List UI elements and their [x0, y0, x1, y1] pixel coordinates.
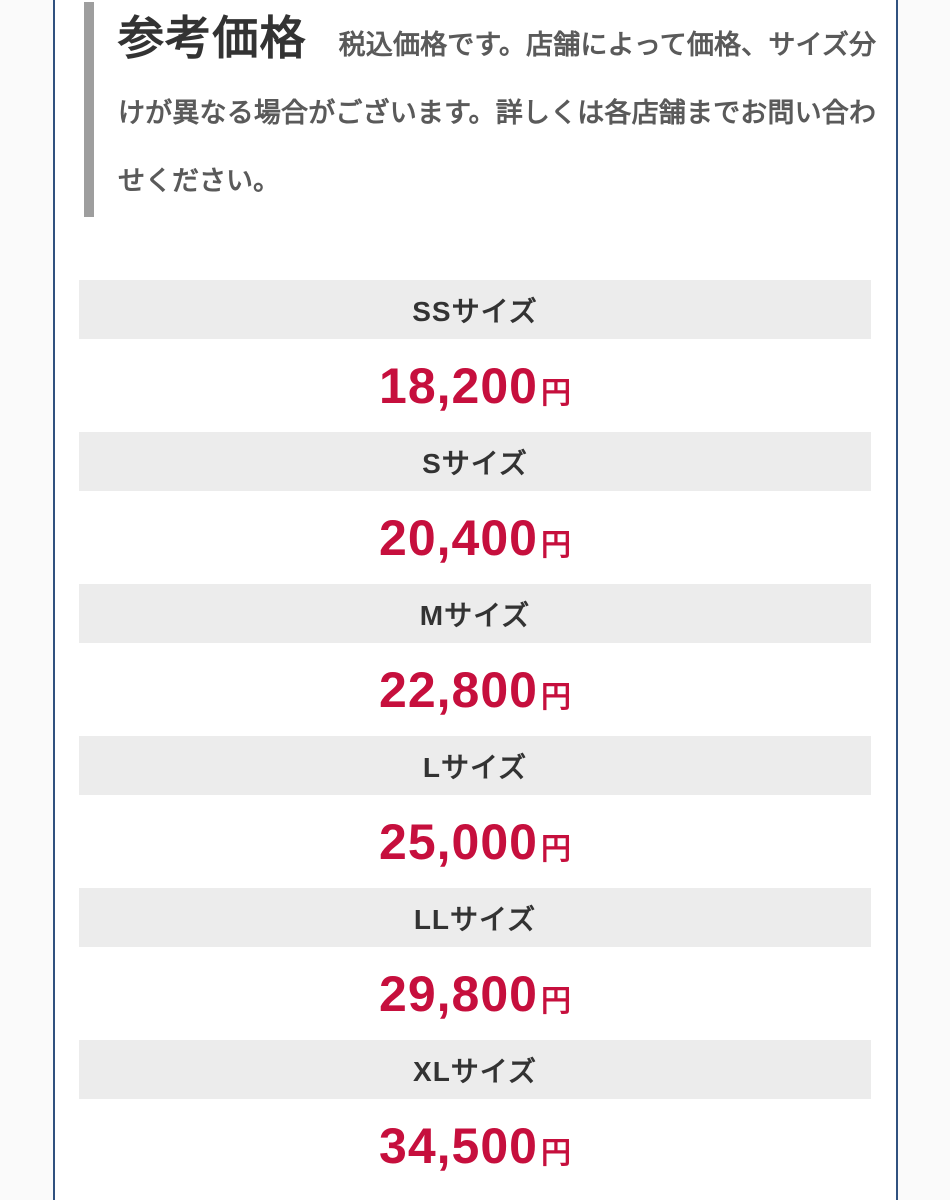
price-currency-unit: 円 [540, 832, 571, 866]
size-label: SSサイズ [412, 295, 538, 327]
price-currency-unit: 円 [540, 528, 571, 562]
price-currency-unit: 円 [540, 376, 571, 410]
price-value: 20,400 [379, 509, 538, 566]
price-wrap: 18,200 円 [379, 357, 571, 415]
size-header-cell: Lサイズ [79, 736, 871, 795]
size-row: Mサイズ 22,800 円 [79, 584, 871, 736]
viewport-frame: 参考価格 税込価格です。店舗によって価格、サイズ分けが異なる場合がございます。詳し… [53, 0, 898, 1200]
price-wrap: 20,400 円 [379, 509, 571, 567]
size-header-cell: XLサイズ [79, 1040, 871, 1099]
section-heading-text: 参考価格 税込価格です。店舗によって価格、サイズ分けが異なる場合がございます。詳し… [118, 4, 876, 215]
section-heading: 参考価格 税込価格です。店舗によって価格、サイズ分けが異なる場合がございます。詳し… [84, 2, 896, 217]
price-currency-unit: 円 [540, 984, 571, 1018]
price-wrap: 25,000 円 [379, 813, 571, 871]
size-header-cell: LLサイズ [79, 888, 871, 947]
size-header-cell: Sサイズ [79, 432, 871, 491]
price-value: 25,000 [379, 813, 538, 870]
price-wrap: 22,800 円 [379, 661, 571, 719]
size-label: Mサイズ [419, 599, 531, 631]
price-value: 34,500 [379, 1117, 538, 1174]
section-title: 参考価格 [118, 12, 307, 64]
size-label: Lサイズ [422, 751, 528, 783]
size-row: Lサイズ 25,000 円 [79, 736, 871, 888]
price-cell: 34,500 円 [79, 1099, 871, 1192]
size-row: Sサイズ 20,400 円 [79, 432, 871, 584]
size-header-cell: Mサイズ [79, 584, 871, 643]
size-row: XLサイズ 34,500 円 [79, 1040, 871, 1192]
price-cell: 22,800 円 [79, 643, 871, 736]
section-note: 税込価格です。店舗によって価格、サイズ分けが異なる場合がございます。詳しくは各店… [118, 30, 876, 196]
size-row: SSサイズ 18,200 円 [79, 280, 871, 432]
price-wrap: 29,800 円 [379, 965, 571, 1023]
price-cell: 29,800 円 [79, 947, 871, 1040]
size-label: XLサイズ [413, 1055, 537, 1087]
price-value: 18,200 [379, 357, 538, 414]
price-wrap: 34,500 円 [379, 1117, 571, 1175]
size-row: LLサイズ 29,800 円 [79, 888, 871, 1040]
price-value: 29,800 [379, 965, 538, 1022]
size-header-cell: SSサイズ [79, 280, 871, 339]
price-value: 22,800 [379, 661, 538, 718]
price-currency-unit: 円 [540, 680, 571, 714]
price-table: SSサイズ 18,200 円 Sサイズ 20,400 円 Mサイズ 22,800 円 … [79, 280, 871, 1192]
price-cell: 20,400 円 [79, 491, 871, 584]
price-cell: 25,000 円 [79, 795, 871, 888]
price-cell: 18,200 円 [79, 339, 871, 432]
price-currency-unit: 円 [540, 1136, 571, 1170]
size-label: Sサイズ [422, 447, 528, 479]
size-label: LLサイズ [413, 903, 537, 935]
